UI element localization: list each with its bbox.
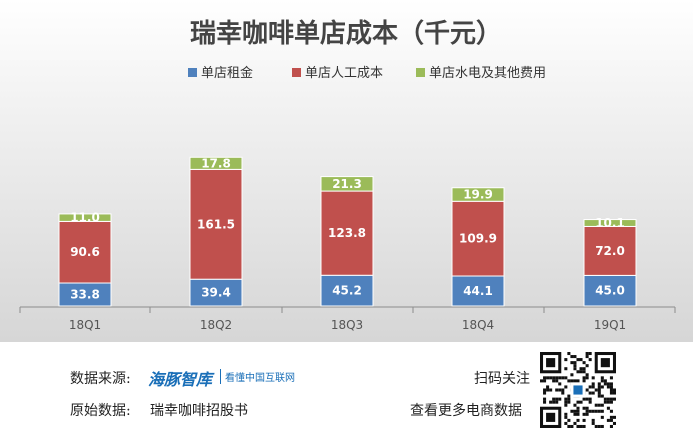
haitun-logo-text: 海豚智库 <box>148 370 213 389</box>
bar-18Q4-series-3 <box>451 187 505 202</box>
bar-18Q4-series-1 <box>451 275 505 307</box>
bar-label-18Q2-series-2: 161.5 <box>197 217 235 231</box>
bar-19Q1-series-1 <box>583 274 637 307</box>
bar-label-18Q2-series-1: 39.4 <box>201 286 231 300</box>
legend-label-2: 单店人工成本 <box>305 66 383 81</box>
scan-text: 扫码关注 <box>474 371 530 387</box>
bar-label-18Q4-series-3: 19.9 <box>463 188 493 202</box>
bars: 33.8 90.6 11.0 39.4 161.5 17.8 45.2 123.8 21.3 44… <box>58 156 637 307</box>
x-tick-label-18Q1: 18Q1 <box>69 318 101 332</box>
bar-18Q1-series-3 <box>58 213 112 222</box>
original-data-label: 原始数据: <box>70 403 131 419</box>
more-data-text: 查看更多电商数据 <box>410 403 522 419</box>
x-tick-label-18Q4: 18Q4 <box>462 318 494 332</box>
chart-area: 瑞幸咖啡单店成本（千元） 单店租金 单店人工成本 单店水电及其他费用 33.8 90.… <box>0 0 693 342</box>
bar-label-18Q3-series-3: 21.3 <box>332 177 362 191</box>
bar-label-19Q1-series-3: 10.1 <box>595 216 625 230</box>
legend-swatch-1 <box>188 68 197 77</box>
bar-label-18Q1-series-1: 33.8 <box>70 288 100 302</box>
bar-label-19Q1-series-1: 45.0 <box>595 284 625 298</box>
x-tick-label-18Q3: 18Q3 <box>331 318 363 332</box>
bar-label-18Q4-series-2: 109.9 <box>459 232 497 246</box>
bar-label-18Q4-series-1: 44.1 <box>463 284 493 298</box>
legend: 单店租金 单店人工成本 单店水电及其他费用 <box>188 65 546 81</box>
bar-label-18Q1-series-2: 90.6 <box>70 245 100 259</box>
legend-swatch-2 <box>292 68 301 77</box>
x-tick-label-19Q1: 19Q1 <box>594 318 626 332</box>
legend-swatch-3 <box>416 68 425 77</box>
bar-19Q1-series-3 <box>583 219 637 227</box>
chart-title: 瑞幸咖啡单店成本（千元） <box>190 19 502 49</box>
haitun-logo-subtitle: 看懂中国互联网 <box>220 369 295 384</box>
qr-code-icon <box>540 352 616 428</box>
bar-label-18Q2-series-3: 17.8 <box>201 156 231 170</box>
legend-label-3: 单店水电及其他费用 <box>429 66 546 81</box>
bar-label-19Q1-series-2: 72.0 <box>595 244 625 258</box>
bar-18Q2-series-2 <box>189 168 243 280</box>
bar-label-18Q1-series-3: 11.0 <box>70 211 100 225</box>
bar-18Q4-series-2 <box>451 200 505 277</box>
x-tick-label-18Q2: 18Q2 <box>200 318 232 332</box>
stacked-bar-chart: 瑞幸咖啡单店成本（千元） 单店租金 单店人工成本 单店水电及其他费用 33.8 90.… <box>19 19 676 332</box>
original-data-value: 瑞幸咖啡招股书 <box>150 403 248 419</box>
bar-label-18Q3-series-2: 123.8 <box>328 226 366 240</box>
bar-label-18Q3-series-1: 45.2 <box>332 284 362 298</box>
legend-label-1: 单店租金 <box>201 65 253 81</box>
source-label: 数据来源: <box>70 371 131 387</box>
x-axis: 18Q1 18Q2 18Q3 18Q4 19Q1 <box>19 306 676 332</box>
bar-18Q3-series-3 <box>320 176 374 192</box>
bar-18Q2-series-3 <box>189 156 243 170</box>
footer: 数据来源: 海豚智库 看懂中国互联网 原始数据: 瑞幸咖啡招股书 扫码关注 查看… <box>0 342 693 435</box>
bar-18Q1-series-2 <box>58 220 112 284</box>
